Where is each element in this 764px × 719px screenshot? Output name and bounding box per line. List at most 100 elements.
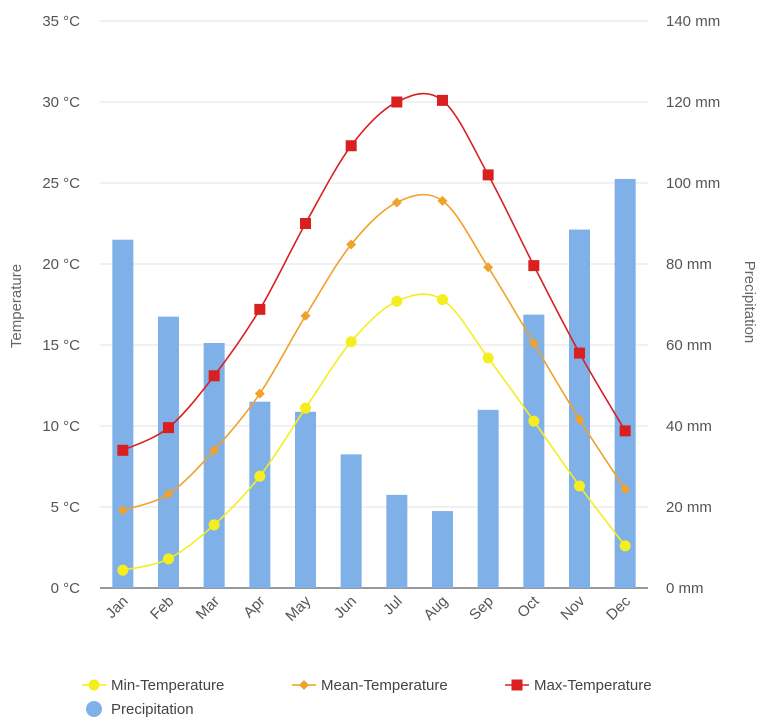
y-right-tick-label: 120 mm xyxy=(666,94,720,111)
min-temperature-point xyxy=(208,519,220,531)
y-right-tick-label: 40 mm xyxy=(666,418,712,435)
mean-temperature-point xyxy=(209,445,220,456)
y-axis-left-title: Temperature xyxy=(8,264,25,348)
precipitation-bar xyxy=(158,316,179,588)
precipitation-bar xyxy=(112,239,134,588)
x-tick-label: Oct xyxy=(514,592,543,621)
max-temperature-point xyxy=(574,347,585,359)
min-temperature-line xyxy=(122,293,626,571)
mean-temperature-point xyxy=(437,195,448,206)
y-right-tick-label: 0 mm xyxy=(666,580,704,597)
y-right-tick-label: 140 mm xyxy=(666,13,720,30)
precipitation-bar xyxy=(523,314,545,588)
mean-temperature-point xyxy=(163,489,174,500)
temperature-lines xyxy=(122,92,626,571)
x-tick-label: Jul xyxy=(380,593,406,619)
legend-label: Precipitation xyxy=(111,701,194,718)
precipitation-bar xyxy=(477,409,499,588)
precipitation-bars xyxy=(112,178,636,588)
max-temperature-line xyxy=(122,92,626,452)
x-tick-label: Jun xyxy=(331,593,360,622)
min-temperature-point xyxy=(254,470,266,482)
max-temperature-point xyxy=(482,169,494,181)
mean-temperature-point xyxy=(254,388,265,399)
right-axis-ticks: 0 mm 20 mm 40 mm 60 mm 80 mm 100 mm 120 mm 140 … xyxy=(666,13,720,597)
min-temperature-point xyxy=(391,295,403,307)
y-left-tick-label: 25 °C xyxy=(42,175,80,192)
x-tick-label: Jan xyxy=(103,593,132,622)
mean-temperature-point xyxy=(346,239,357,250)
min-temperature-point xyxy=(574,480,585,492)
max-temperature-point xyxy=(391,96,403,108)
max-temperature-point xyxy=(528,260,540,272)
min-temperature-point xyxy=(619,540,631,552)
max-temperature-point xyxy=(437,94,448,106)
mean-temperature-point xyxy=(574,414,585,425)
y-left-tick-label: 30 °C xyxy=(42,94,80,111)
min-temperature-point xyxy=(345,336,357,348)
y-left-tick-label: 20 °C xyxy=(42,256,80,273)
mean-temperature-point xyxy=(391,197,402,208)
y-left-tick-label: 10 °C xyxy=(42,418,80,435)
legend-swatch-marker xyxy=(299,680,309,690)
precipitation-bar xyxy=(203,342,225,588)
precipitation-bar xyxy=(340,454,362,588)
y-right-tick-label: 60 mm xyxy=(666,337,712,354)
min-temperature-point xyxy=(117,564,129,576)
max-temperature-point xyxy=(619,425,631,437)
max-temperature-point xyxy=(345,140,357,152)
min-temperature-point xyxy=(300,402,311,414)
min-temperature-point xyxy=(437,294,448,306)
x-tick-label: Aug xyxy=(420,593,451,624)
y-left-tick-label: 35 °C xyxy=(42,13,80,30)
y-left-tick-label: 5 °C xyxy=(51,499,81,516)
legend-item-mean-temperature: Mean-Temperature xyxy=(292,677,448,694)
min-temperature-point xyxy=(528,415,540,427)
left-axis-ticks: 0 °C 5 °C 10 °C 15 °C 20 °C 25 °C 30 °C 35 °C xyxy=(42,13,80,597)
min-temperature-point xyxy=(482,352,494,364)
legend-label: Max-Temperature xyxy=(534,677,652,694)
mean-temperature-point xyxy=(528,338,539,349)
precipitation-bar xyxy=(249,401,271,588)
precipitation-bar xyxy=(432,511,453,588)
x-axis-ticks: Jan Feb Mar Apr May Jun Jul Aug Sep Oct Nov Dec xyxy=(103,592,635,625)
min-temperature-point xyxy=(163,553,174,565)
mean-temperature-point xyxy=(300,310,311,321)
x-tick-label: Apr xyxy=(240,593,269,622)
x-tick-label: Mar xyxy=(193,593,223,623)
mean-temperature-point xyxy=(620,484,631,495)
precipitation-bar xyxy=(569,229,590,588)
gridlines xyxy=(100,20,648,589)
mean-temperature-point xyxy=(483,262,494,273)
y-right-tick-label: 100 mm xyxy=(666,175,720,192)
precipitation-bar xyxy=(295,411,316,588)
max-temperature-point xyxy=(300,218,311,229)
max-temperature-point xyxy=(163,422,174,434)
x-tick-label: May xyxy=(282,592,314,624)
legend-swatch-dot xyxy=(86,701,102,717)
legend: Min-Temperature Mean-Temperature Max-Tempe… xyxy=(82,677,652,718)
legend-label: Min-Temperature xyxy=(111,677,224,694)
precipitation-bar xyxy=(614,178,636,588)
temperature-markers xyxy=(117,94,631,576)
y-axis-right-title: Precipitation xyxy=(741,261,758,344)
max-temperature-point xyxy=(208,370,220,382)
legend-item-min-temperature: Min-Temperature xyxy=(82,677,224,694)
y-right-tick-label: 80 mm xyxy=(666,256,712,273)
x-tick-label: Nov xyxy=(557,592,588,623)
legend-swatch-marker xyxy=(88,679,100,691)
mean-temperature-line xyxy=(122,193,626,511)
y-left-tick-label: 15 °C xyxy=(42,337,80,354)
x-tick-label: Feb xyxy=(147,593,177,623)
max-temperature-point xyxy=(117,444,129,456)
max-temperature-point xyxy=(254,303,266,315)
legend-item-precipitation: Precipitation xyxy=(86,701,194,718)
precipitation-bar xyxy=(386,494,408,588)
x-tick-label: Dec xyxy=(603,592,634,623)
y-left-tick-label: 0 °C xyxy=(51,580,81,597)
legend-item-max-temperature: Max-Temperature xyxy=(505,677,652,694)
x-tick-label: Sep xyxy=(466,593,497,624)
legend-swatch-marker xyxy=(511,679,523,691)
y-right-tick-label: 20 mm xyxy=(666,499,712,516)
